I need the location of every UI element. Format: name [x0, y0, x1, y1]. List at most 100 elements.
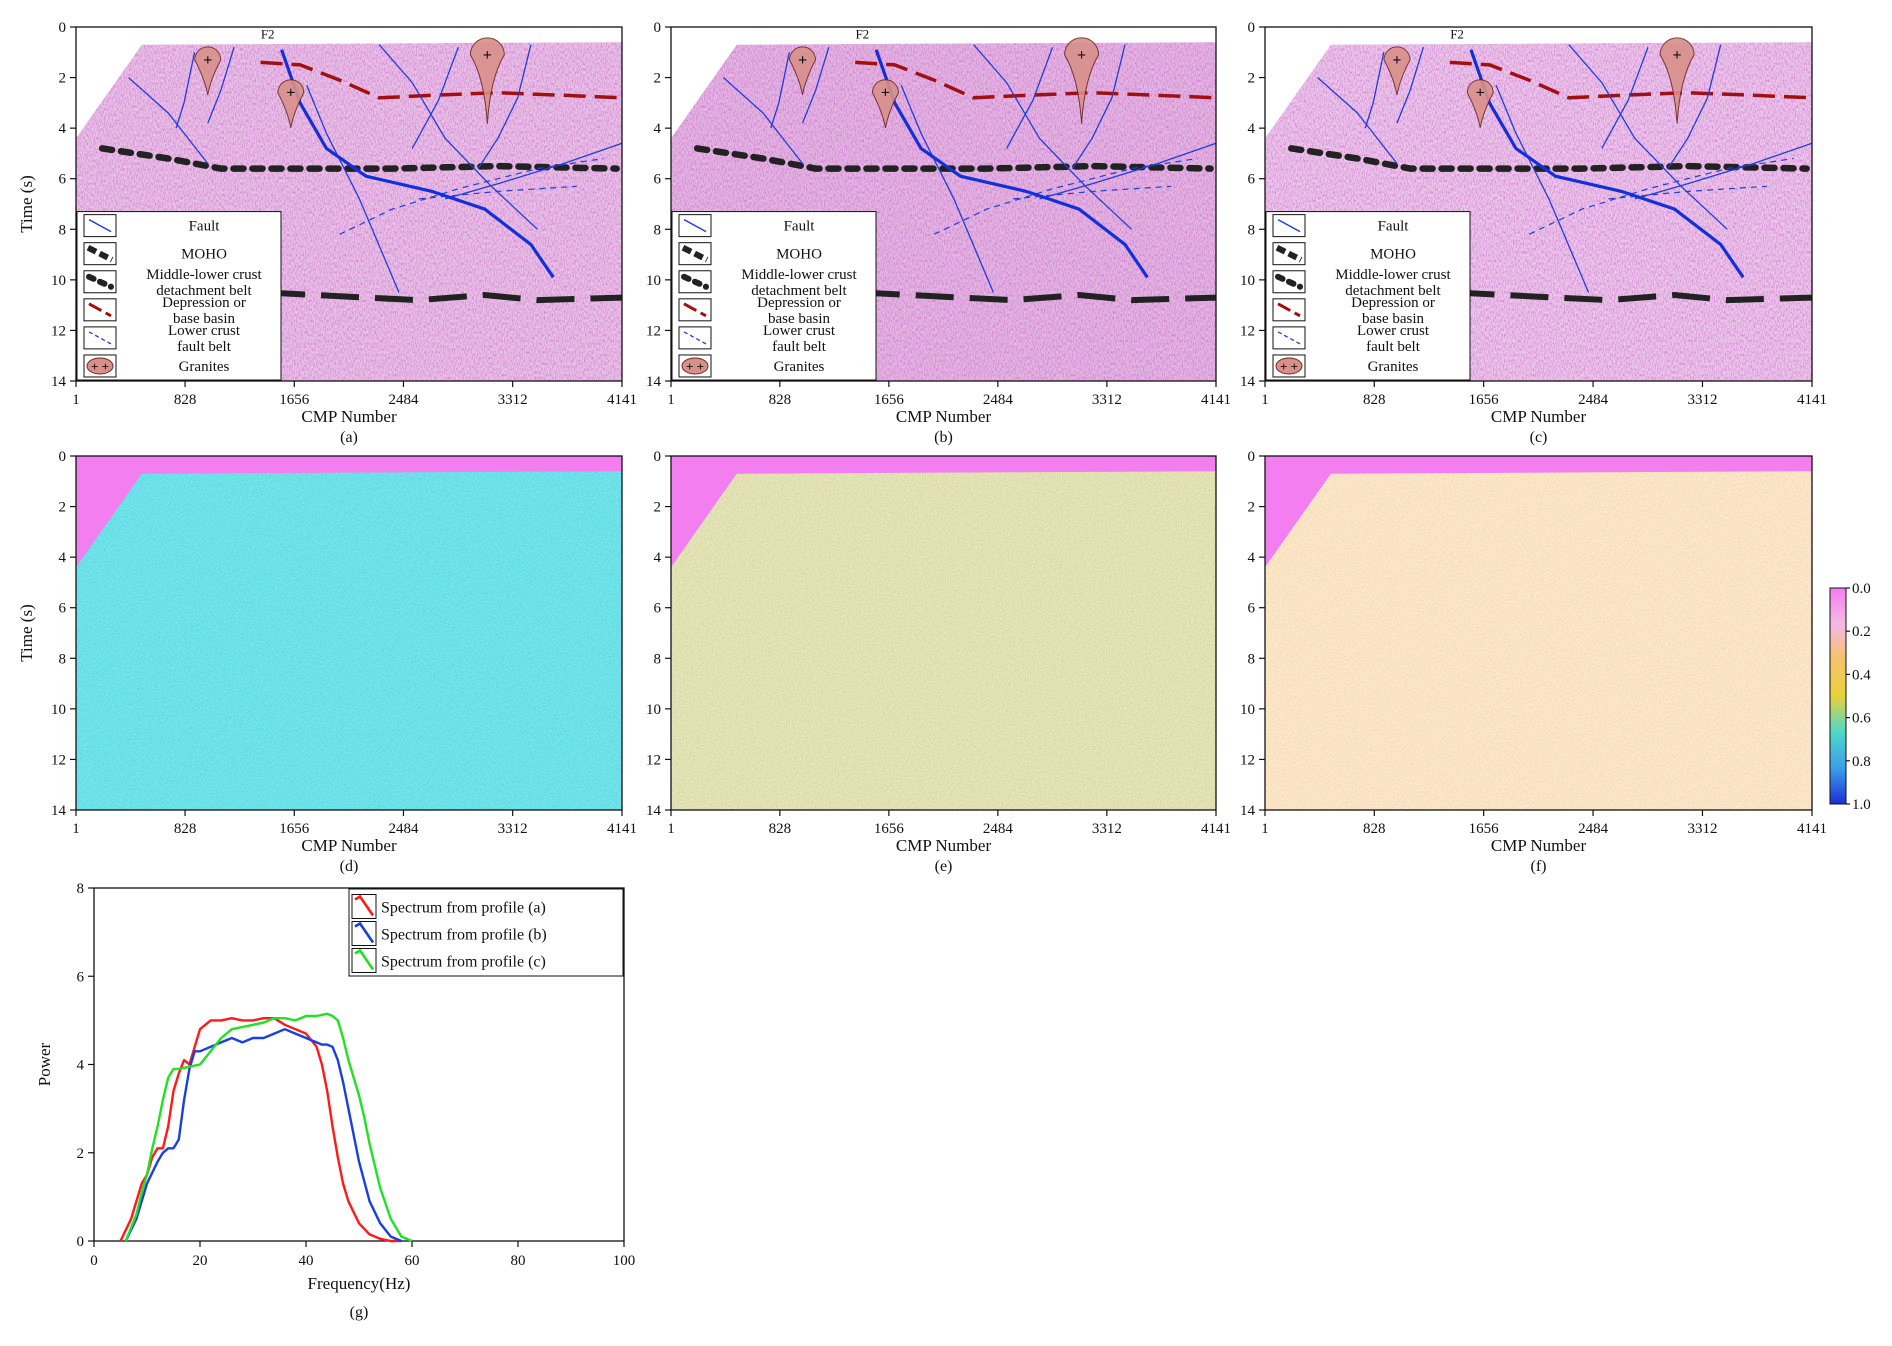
legend-label: detachment belt: [156, 283, 252, 299]
y-tick-label: 4: [59, 121, 67, 137]
legend-box: [1265, 211, 1471, 381]
x-tick-label: 4141: [1797, 821, 1827, 837]
x-tick-label: 1: [72, 392, 80, 408]
colorbar-tick-label: 0.8: [1852, 754, 1871, 770]
fault-line: [1071, 44, 1126, 169]
y-tick-label: 6: [1248, 601, 1256, 617]
y-tick-label: 10: [646, 702, 661, 718]
fault-name-label: F2: [261, 27, 275, 42]
y-tick-label: 6: [1248, 172, 1256, 188]
legend-label: fault belt: [772, 339, 827, 355]
y-tick-label: 10: [51, 702, 66, 718]
moho-line: [861, 289, 1217, 304]
y-tick-label: 6: [77, 969, 85, 985]
spectrum-y-title: Power: [35, 1042, 54, 1086]
fault-line: [175, 52, 196, 129]
fault-line: [1667, 44, 1722, 169]
granite-cross: +: [1392, 52, 1401, 69]
legend-swatch-cross: + +: [686, 359, 704, 374]
panel-f: 0 2 4 6 8 10 12 14 1 828 1656 2484 3312 4141 CMP Numbe…: [1240, 449, 1827, 875]
spectrum-x-title: Frequency(Hz): [308, 1274, 411, 1293]
panel-label: (e): [935, 858, 953, 875]
panel-label: (d): [340, 858, 359, 875]
spectrum-series-c: [124, 1012, 413, 1243]
y-tick-label: 4: [1248, 550, 1256, 566]
similarity-map-f: [1265, 471, 1812, 810]
x-tick-label: 3312: [498, 392, 528, 408]
basin-line: [855, 60, 1217, 100]
fault-line: [477, 44, 532, 169]
granite-body: +: [1659, 37, 1695, 124]
x-tick-label: 20: [193, 1253, 208, 1269]
granite-cross: +: [798, 52, 807, 69]
granite-cross: +: [203, 52, 212, 69]
y-tick-label: 14: [51, 803, 67, 819]
granite-shape: [277, 79, 305, 128]
legend-label: base basin: [768, 311, 831, 327]
legend-label: Spectrum from profile (c): [381, 954, 546, 971]
legend-swatch-box: [1272, 326, 1306, 350]
x-tick-label: 1656: [874, 392, 905, 408]
legend-box: [76, 211, 282, 381]
plot-frame: [1264, 455, 1813, 811]
x-tick-label: 4141: [1201, 392, 1231, 408]
legend-label: base basin: [1362, 311, 1425, 327]
fault-line: [1568, 44, 1728, 230]
x-tick-label: 100: [613, 1253, 636, 1269]
legend-label: detachment belt: [1345, 283, 1441, 299]
fault-line: [1364, 52, 1385, 129]
fault-line: [1634, 142, 1813, 200]
x-tick-label: 4141: [1797, 392, 1827, 408]
x-axis-title: CMP Number: [301, 407, 397, 426]
granite-shape: [871, 79, 899, 128]
spectrum-legend: [348, 888, 624, 977]
y-tick-label: 8: [77, 881, 85, 897]
legend-item: + + Granites: [678, 354, 825, 378]
panel-label: (f): [1531, 858, 1547, 875]
legend-label: Depression or: [1351, 295, 1435, 311]
y-tick-label: 2: [77, 1146, 85, 1162]
legend-swatch-cross: + +: [1280, 359, 1298, 374]
fault-line: [444, 142, 623, 200]
fault-line: [207, 47, 235, 124]
x-tick-label: 2484: [983, 821, 1014, 837]
x-tick-label: 1: [667, 392, 675, 408]
panel-label: (g): [350, 1304, 369, 1321]
granite-shape: [789, 46, 817, 95]
y-tick-label: 4: [1248, 121, 1256, 137]
fault-line: [900, 84, 994, 293]
granite-body: +: [871, 79, 899, 128]
x-tick-label: 1: [72, 821, 80, 837]
y-tick-label: 0: [654, 449, 662, 465]
detachment-belt: [693, 145, 1214, 172]
y-tick-label: 0: [1248, 20, 1256, 36]
plot-frame: [1264, 26, 1813, 382]
legend-label: Fault: [784, 219, 816, 235]
x-tick-label: 828: [769, 392, 792, 408]
panel-c: F2 + + + Fault MOHO Middle-lower crustdetachme…: [1240, 20, 1827, 446]
y-tick-label: 12: [51, 752, 66, 768]
legend-label: Granites: [774, 359, 825, 375]
main-fault-f2: [1469, 49, 1745, 279]
legend-swatch: [1277, 302, 1301, 318]
y-tick-label: 10: [1240, 273, 1255, 289]
panel-e: 0 2 4 6 8 10 12 14 1 828 1656 2484 3312 4141 CMP Numbe…: [646, 449, 1231, 875]
legend-box: [671, 211, 877, 381]
y-tick-label: 2: [59, 71, 67, 87]
legend-label: Spectrum from profile (b): [381, 927, 547, 944]
legend-swatch: [354, 894, 375, 917]
legend-label: base basin: [173, 311, 236, 327]
main-fault-f2: [874, 49, 1149, 279]
granite-cross: +: [1476, 85, 1485, 102]
y-tick-label: 4: [654, 550, 662, 566]
legend-swatch: [354, 921, 375, 944]
x-tick-label: 1: [667, 821, 675, 837]
legend-item: Fault: [678, 214, 816, 238]
legend-label: Lower crust: [1357, 323, 1430, 339]
